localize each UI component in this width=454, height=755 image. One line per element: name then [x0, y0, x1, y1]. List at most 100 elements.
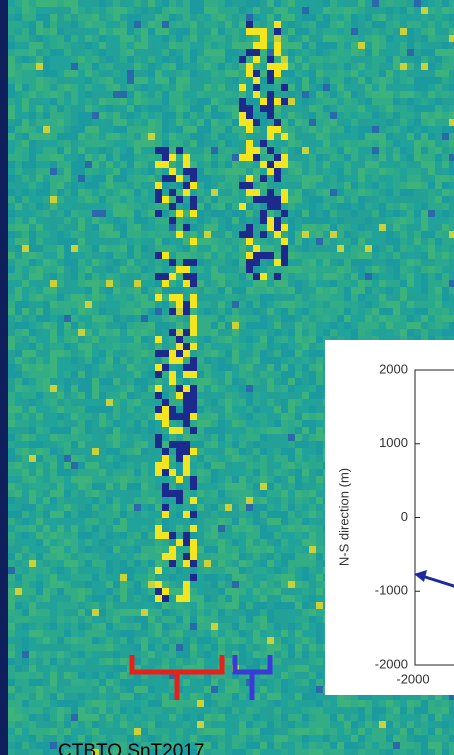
heat-cell — [421, 84, 428, 91]
heat-cell — [218, 182, 225, 189]
heat-cell — [155, 70, 162, 77]
heat-cell — [253, 203, 260, 210]
heat-cell — [393, 28, 400, 35]
heat-cell — [253, 259, 260, 266]
heat-cell — [190, 455, 197, 462]
heat-cell — [316, 455, 323, 462]
heat-cell — [22, 350, 29, 357]
heat-cell — [36, 525, 43, 532]
heat-cell — [71, 539, 78, 546]
heat-cell — [442, 287, 449, 294]
heat-cell — [358, 238, 365, 245]
heat-cell — [316, 105, 323, 112]
heat-cell — [43, 364, 50, 371]
heat-cell — [225, 315, 232, 322]
heat-cell — [99, 280, 106, 287]
heat-cell — [344, 210, 351, 217]
heat-cell — [344, 56, 351, 63]
heat-cell — [197, 224, 204, 231]
heat-cell — [218, 161, 225, 168]
heat-cell — [218, 98, 225, 105]
heat-cell — [295, 182, 302, 189]
heat-cell — [22, 546, 29, 553]
heat-cell — [281, 189, 288, 196]
heat-cell — [57, 357, 64, 364]
heat-cell — [8, 210, 15, 217]
heat-cell — [281, 343, 288, 350]
heat-cell — [253, 35, 260, 42]
heat-cell — [274, 315, 281, 322]
heat-cell — [281, 21, 288, 28]
heat-cell — [302, 105, 309, 112]
heat-cell — [421, 21, 428, 28]
heat-cell — [274, 259, 281, 266]
heat-cell — [36, 105, 43, 112]
heat-cell — [15, 0, 22, 7]
heat-cell — [64, 329, 71, 336]
heat-cell — [190, 399, 197, 406]
heat-cell — [274, 350, 281, 357]
heat-cell — [134, 203, 141, 210]
heat-cell — [50, 462, 57, 469]
heat-cell — [239, 427, 246, 434]
heat-cell — [85, 511, 92, 518]
heat-cell — [99, 56, 106, 63]
heat-cell — [92, 175, 99, 182]
heat-cell — [239, 98, 246, 105]
heat-cell — [141, 182, 148, 189]
heat-cell — [29, 28, 36, 35]
heat-cell — [309, 364, 316, 371]
heat-cell — [169, 42, 176, 49]
heat-cell — [330, 168, 337, 175]
heat-cell — [316, 315, 323, 322]
heat-cell — [302, 406, 309, 413]
heat-cell — [323, 91, 330, 98]
heat-cell — [274, 224, 281, 231]
heat-cell — [64, 210, 71, 217]
heat-cell — [106, 308, 113, 315]
heat-cell — [43, 329, 50, 336]
heat-cell — [295, 413, 302, 420]
heat-cell — [428, 287, 435, 294]
heat-cell — [183, 532, 190, 539]
heat-cell — [134, 189, 141, 196]
heat-cell — [71, 133, 78, 140]
heat-cell — [155, 448, 162, 455]
heat-cell — [113, 252, 120, 259]
heat-cell — [442, 301, 449, 308]
heat-cell — [288, 0, 295, 7]
heat-cell — [218, 21, 225, 28]
heat-cell — [29, 504, 36, 511]
heat-cell — [204, 231, 211, 238]
heat-cell — [106, 182, 113, 189]
heat-cell — [211, 42, 218, 49]
heat-cell — [309, 483, 316, 490]
heat-cell — [295, 161, 302, 168]
heat-cell — [295, 63, 302, 70]
heat-cell — [169, 238, 176, 245]
heat-cell — [330, 210, 337, 217]
heat-cell — [246, 343, 253, 350]
heat-cell — [288, 252, 295, 259]
heat-cell — [43, 210, 50, 217]
heat-cell — [337, 14, 344, 21]
heat-cell — [120, 252, 127, 259]
heat-cell — [22, 7, 29, 14]
heat-cell — [190, 210, 197, 217]
heat-cell — [183, 49, 190, 56]
heat-cell — [148, 14, 155, 21]
heat-cell — [323, 105, 330, 112]
heat-cell — [204, 350, 211, 357]
heat-cell — [190, 168, 197, 175]
heat-cell — [71, 231, 78, 238]
heat-cell — [239, 287, 246, 294]
heat-cell — [316, 203, 323, 210]
heat-cell — [421, 217, 428, 224]
heat-cell — [428, 14, 435, 21]
heat-cell — [197, 294, 204, 301]
heat-cell — [267, 231, 274, 238]
heat-cell — [50, 28, 57, 35]
heat-cell — [316, 133, 323, 140]
heat-cell — [407, 21, 414, 28]
heat-cell — [120, 385, 127, 392]
